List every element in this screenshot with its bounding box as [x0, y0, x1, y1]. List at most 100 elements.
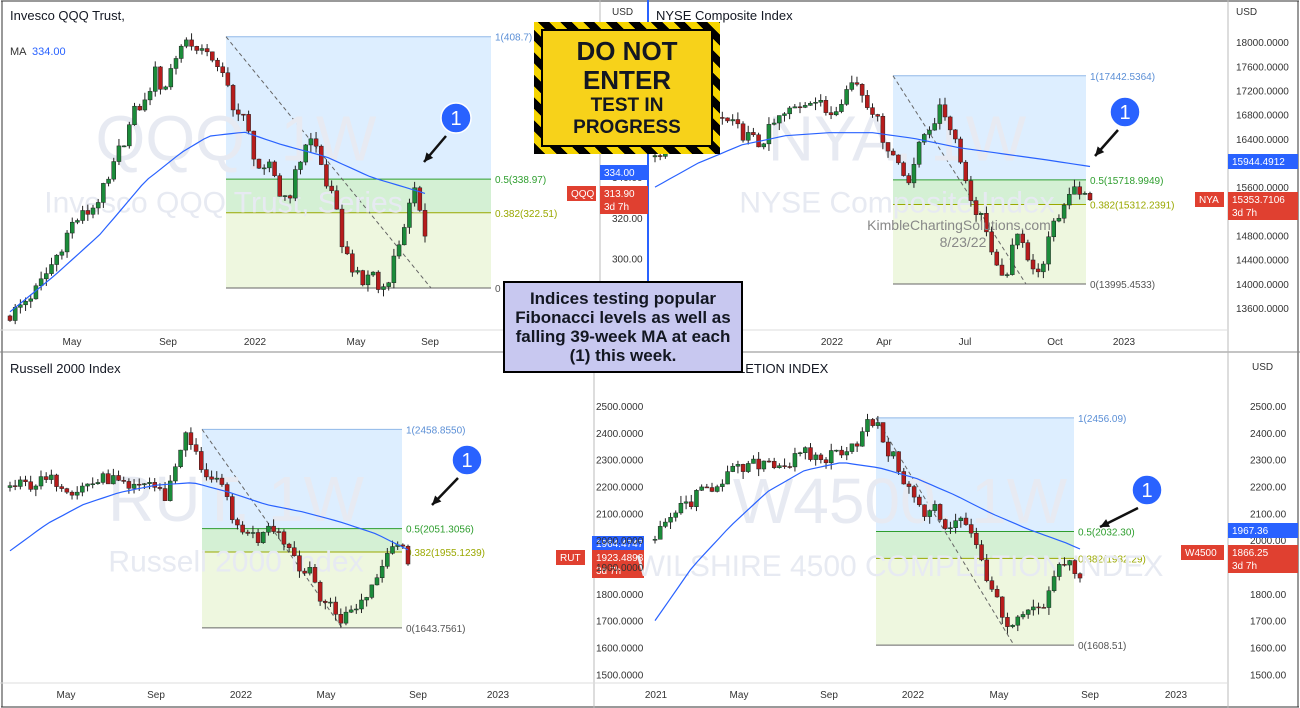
ma-price-tag [1228, 523, 1298, 538]
candle-body [204, 469, 209, 478]
x-tick-label: Sep [820, 690, 838, 701]
candle-body [121, 480, 126, 482]
last-price-tag-value: 1923.4898 [596, 553, 644, 564]
x-tick-label: Apr [876, 337, 892, 348]
last-price-tag-countdown: 3d 7h [1232, 561, 1257, 572]
candle-body [64, 232, 70, 253]
candle-body [323, 600, 328, 603]
candle-body [142, 99, 148, 111]
candle-body [33, 485, 39, 490]
candle-body [730, 465, 735, 472]
candle-body [1072, 186, 1077, 195]
currency-label: USD [1252, 362, 1273, 373]
moving-average-line [9, 131, 426, 313]
y-tick-label: 1500.0000 [596, 670, 644, 681]
fib-label-0.5: 0.5(15718.9949) [1090, 176, 1163, 187]
ma-price-tag-text: 1967.36 [1232, 526, 1269, 537]
candle-body [844, 451, 850, 456]
candle-body [251, 130, 257, 160]
candle-body [849, 443, 855, 452]
candle-body [828, 112, 834, 116]
chart-panel-2: 1(17442.5364) 0.5(15718.9949) 0.382(15312.… [652, 7, 1298, 348]
candle-body [818, 100, 823, 103]
candle-body [963, 517, 969, 525]
candle-body [766, 124, 772, 145]
x-tick-label: Sep [409, 690, 427, 701]
candle-body [241, 113, 246, 116]
candle-body [173, 466, 178, 482]
candle-body [137, 105, 142, 111]
candle-body [777, 115, 782, 124]
fib-label-0: 0(13995.4533) [1090, 280, 1155, 291]
candle-body [782, 465, 787, 467]
symbol-tag-text: W4500 [1185, 548, 1217, 559]
candle-body [293, 169, 298, 199]
fib-label-0.5: 0.5(2051.3056) [406, 525, 474, 536]
candle-body [834, 449, 839, 452]
candle-body [214, 477, 220, 480]
date-watermark: 8/23/22 [940, 234, 987, 250]
candle-body [803, 447, 808, 453]
candle-body [932, 504, 938, 511]
candle-body [652, 539, 658, 541]
candle-body [1056, 217, 1062, 222]
candle-body [663, 521, 668, 527]
badge-one-circle [451, 444, 483, 476]
candle-body [1010, 244, 1015, 275]
candle-body [885, 441, 891, 457]
badge-arrow-head [1100, 519, 1110, 527]
candle-body [968, 524, 974, 534]
candle-body [792, 106, 798, 109]
candle-body [1051, 220, 1056, 238]
fib-label-1: 1(2456.09) [1078, 414, 1126, 425]
candle-body [44, 273, 49, 280]
candle-body [43, 476, 49, 480]
x-tick-label: May [317, 690, 336, 701]
candle-body [782, 113, 787, 116]
x-tick-label: May [990, 690, 1009, 701]
candle-body [901, 471, 907, 485]
candle-body [1015, 616, 1021, 626]
candle-body [313, 138, 319, 147]
badge-arrow-head [432, 495, 442, 505]
candle-body [839, 449, 844, 456]
y-tick-label-right: 2300.00 [1250, 456, 1287, 467]
candle-body [1046, 590, 1052, 608]
moving-average-line [654, 462, 1081, 621]
candle-body [90, 483, 95, 486]
fib-label-0: 0(1643.7561) [406, 624, 466, 635]
candle-body [1035, 268, 1041, 273]
y-tick-label-right: 2000.00 [1250, 536, 1287, 547]
do-not-enter-sign: DO NOT ENTER TEST IN PROGRESS [534, 22, 720, 154]
candle-body [147, 482, 152, 484]
y-tick-label: 2300.0000 [596, 456, 644, 467]
candle-body [880, 422, 886, 443]
candle-body [657, 526, 663, 540]
candle-body [364, 597, 369, 601]
candle-body [245, 531, 251, 534]
candle-body [157, 487, 163, 489]
candle-body [235, 519, 240, 526]
y-tick-label-right: 1800.00 [1250, 590, 1287, 601]
fib-label-1: 1(2458.8550) [406, 425, 466, 436]
candle-body [751, 132, 756, 136]
candle-body [1082, 193, 1088, 195]
candle-body [1077, 186, 1082, 195]
candle-body [917, 496, 922, 506]
candle-body [683, 501, 689, 504]
candle-body [381, 286, 386, 290]
candle-body [328, 601, 333, 604]
candle-body [178, 45, 184, 59]
candle-body [1005, 617, 1010, 627]
candle-body [865, 419, 870, 432]
candle-body [948, 527, 953, 529]
candle-body [989, 231, 994, 253]
candle-body [880, 115, 886, 143]
last-price-tag [1228, 192, 1298, 220]
candle-body [374, 577, 380, 586]
chart-panel-4: 1(2456.09) 0.5(2032.30) 0.382(1932.29) 0(16… [596, 361, 1298, 701]
candle-body [390, 546, 395, 554]
candle-body [334, 190, 340, 210]
symbol-tag [567, 186, 596, 201]
